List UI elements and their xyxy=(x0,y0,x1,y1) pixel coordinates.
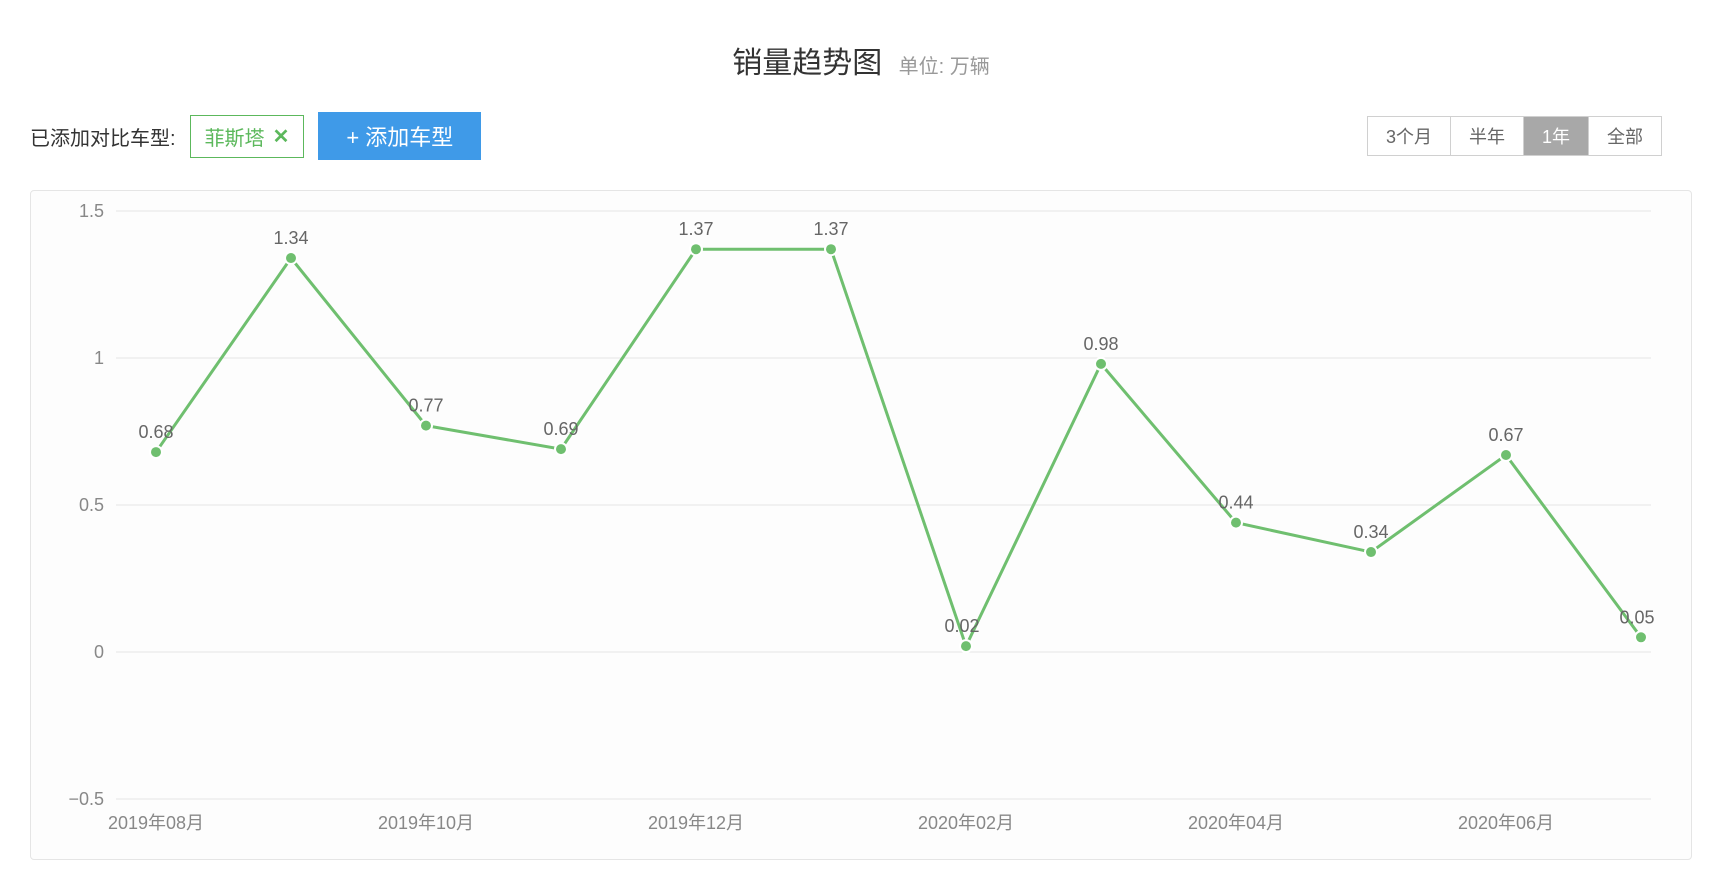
y-tick-label: 0 xyxy=(94,642,104,662)
point-label: 1.37 xyxy=(678,219,713,239)
point-label: 1.34 xyxy=(273,228,308,248)
point-label: 0.02 xyxy=(944,616,979,636)
remove-chip-icon[interactable]: ✕ xyxy=(273,124,290,149)
point-label: 0.69 xyxy=(543,419,578,439)
point-label: 0.44 xyxy=(1218,493,1253,513)
series-marker[interactable] xyxy=(555,443,567,455)
y-tick-label: 0.5 xyxy=(79,495,104,515)
model-chip[interactable]: 菲斯塔 ✕ xyxy=(190,115,305,158)
series-marker[interactable] xyxy=(1230,517,1242,529)
title-row: 销量趋势图 单位: 万辆 xyxy=(0,0,1722,82)
series-marker[interactable] xyxy=(285,252,297,264)
series-line xyxy=(156,249,1641,646)
series-marker[interactable] xyxy=(420,420,432,432)
chart-title: 销量趋势图 xyxy=(732,38,882,82)
series-marker[interactable] xyxy=(690,243,702,255)
y-tick-label: 1 xyxy=(94,348,104,368)
x-tick-label: 2019年08月 xyxy=(108,813,204,833)
point-label: 0.67 xyxy=(1488,425,1523,445)
added-models-label: 已添加对比车型: xyxy=(30,122,176,151)
point-label: 0.05 xyxy=(1619,607,1654,627)
time-range-toggle: 3个月半年1年全部 xyxy=(1367,116,1662,156)
series-marker[interactable] xyxy=(825,243,837,255)
range-option[interactable]: 半年 xyxy=(1451,117,1524,155)
series-marker[interactable] xyxy=(1500,449,1512,461)
point-label: 0.77 xyxy=(408,396,443,416)
series-marker[interactable] xyxy=(150,446,162,458)
chart-area: −0.5 0 0.5 1 1.5 2019年08月 2019年10月 2019年12月 2020… xyxy=(30,190,1692,860)
y-tick-label: 1.5 xyxy=(79,201,104,221)
y-tick-label: −0.5 xyxy=(68,789,104,809)
x-tick-label: 2020年06月 xyxy=(1458,813,1554,833)
add-model-button[interactable]: + 添加车型 xyxy=(318,112,481,160)
point-label: 0.98 xyxy=(1083,334,1118,354)
unit-prefix: 单位: xyxy=(899,56,945,78)
model-chip-label: 菲斯塔 xyxy=(205,122,265,151)
series-marker[interactable] xyxy=(1635,631,1647,643)
range-option[interactable]: 3个月 xyxy=(1368,117,1451,155)
x-tick-label: 2019年10月 xyxy=(378,813,474,833)
chart-unit: 单位: 万辆 xyxy=(899,50,990,79)
point-label: 1.37 xyxy=(813,219,848,239)
x-tick-label: 2020年02月 xyxy=(918,813,1014,833)
series-marker[interactable] xyxy=(960,640,972,652)
point-label: 0.68 xyxy=(138,422,173,442)
range-option[interactable]: 1年 xyxy=(1524,117,1589,155)
chart-panel: 销量趋势图 单位: 万辆 已添加对比车型: 菲斯塔✕ + 添加车型 3个月半年1… xyxy=(0,0,1722,890)
unit-value: 万辆 xyxy=(950,56,990,78)
range-option[interactable]: 全部 xyxy=(1589,117,1661,155)
controls-row: 已添加对比车型: 菲斯塔 ✕ + 添加车型 3个月半年1年全部 xyxy=(0,112,1722,162)
x-tick-label: 2020年04月 xyxy=(1188,813,1284,833)
x-tick-label: 2019年12月 xyxy=(648,813,744,833)
point-label: 0.34 xyxy=(1353,522,1388,542)
series-marker[interactable] xyxy=(1095,358,1107,370)
series-marker[interactable] xyxy=(1365,546,1377,558)
line-chart-svg: −0.5 0 0.5 1 1.5 2019年08月 2019年10月 2019年12月 2020… xyxy=(31,191,1691,859)
